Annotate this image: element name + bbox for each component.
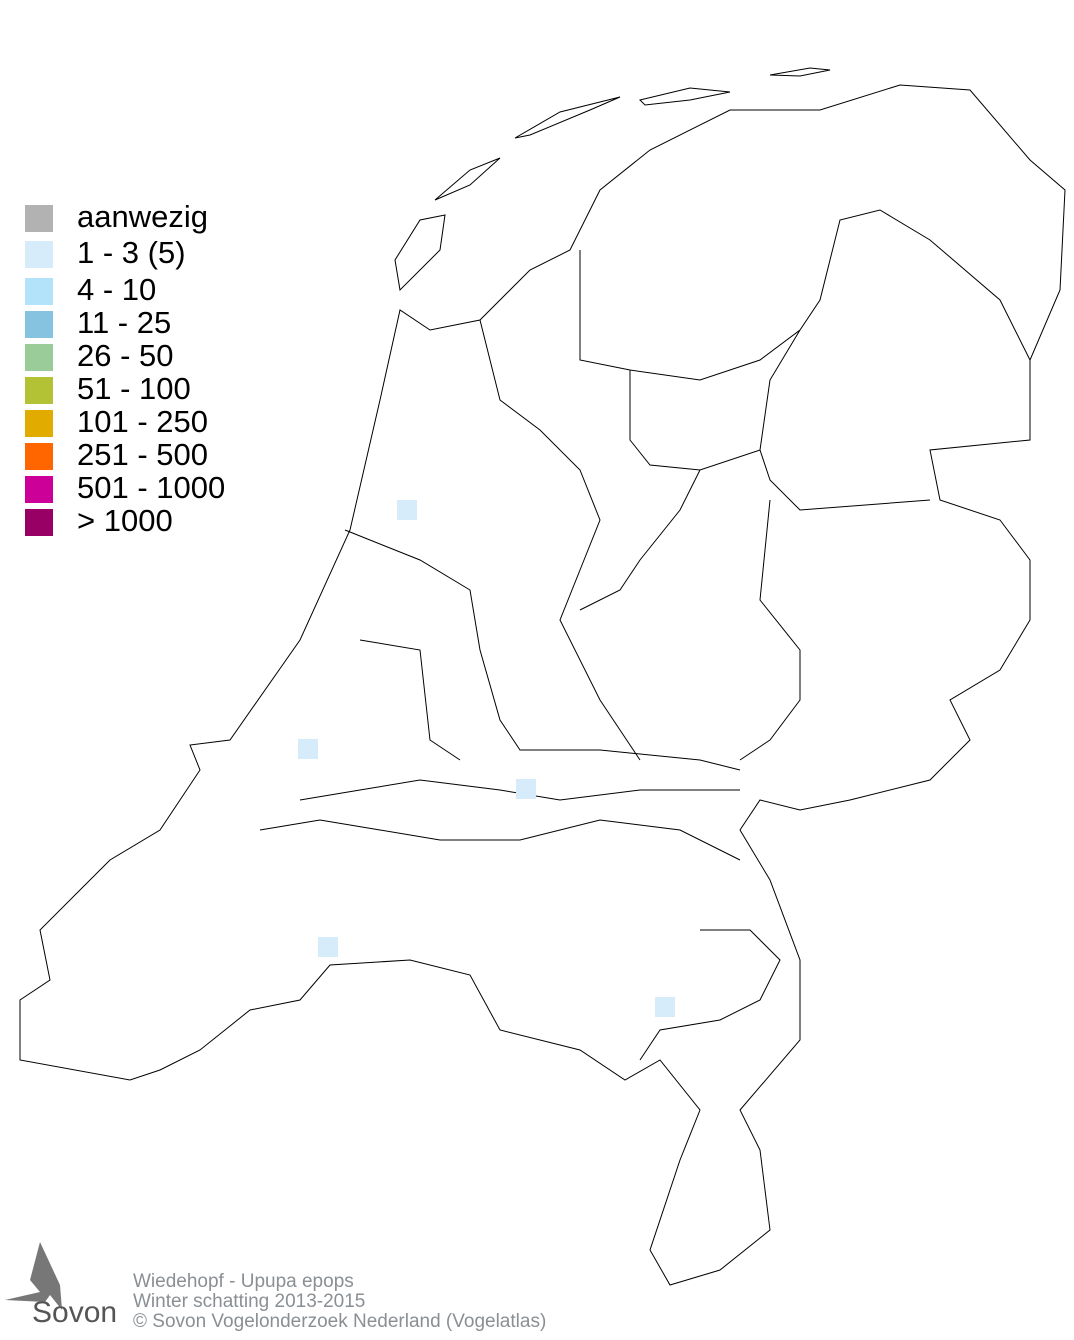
legend-swatch bbox=[25, 205, 53, 232]
logo-text: Sovon bbox=[32, 1296, 118, 1329]
province-borders bbox=[259, 209, 1031, 1061]
legend-swatch bbox=[25, 311, 53, 338]
occupied-cell bbox=[298, 739, 318, 759]
island-vlieland bbox=[434, 157, 501, 201]
legend-label: 4 - 10 bbox=[77, 272, 157, 307]
occupied-cell bbox=[397, 500, 417, 520]
map-caption: Wiedehopf - Upupa epops Winter schatting… bbox=[133, 1272, 546, 1332]
species-name: Wiedehopf - Upupa epops bbox=[133, 1271, 354, 1292]
occupied-cell bbox=[516, 779, 536, 799]
legend-label: > 1000 bbox=[77, 503, 173, 538]
legend-label: 51 - 100 bbox=[77, 371, 191, 406]
legend-label: 11 - 25 bbox=[77, 305, 172, 340]
legend-label: aanwezig bbox=[77, 199, 208, 234]
island-terschelling bbox=[514, 96, 621, 139]
island-schiermonnikoog bbox=[769, 67, 831, 77]
legend-swatch bbox=[25, 410, 53, 437]
copyright: © Sovon Vogelonderzoek Nederland (Vogela… bbox=[133, 1311, 547, 1332]
island-texel bbox=[394, 214, 446, 292]
legend-swatch bbox=[25, 241, 53, 268]
legend-swatch bbox=[25, 509, 53, 536]
legend-label: 26 - 50 bbox=[77, 338, 174, 373]
occupied-cell bbox=[318, 937, 338, 957]
island-ameland bbox=[639, 87, 731, 106]
legend-swatch bbox=[25, 443, 53, 470]
legend-swatch bbox=[25, 344, 53, 371]
survey-period: Winter schatting 2013-2015 bbox=[133, 1291, 366, 1312]
legend-label: 1 - 3 (5) bbox=[77, 235, 186, 270]
legend-swatch bbox=[25, 377, 53, 404]
legend-label: 501 - 1000 bbox=[77, 470, 226, 505]
legend-label: 251 - 500 bbox=[77, 437, 208, 472]
legend-swatch bbox=[25, 476, 53, 503]
legend-label: 101 - 250 bbox=[77, 404, 208, 439]
country-outline bbox=[19, 84, 1066, 1286]
sovon-swallow-logo bbox=[5, 1242, 62, 1310]
legend-swatch bbox=[25, 278, 53, 305]
occupied-cell bbox=[655, 997, 675, 1017]
